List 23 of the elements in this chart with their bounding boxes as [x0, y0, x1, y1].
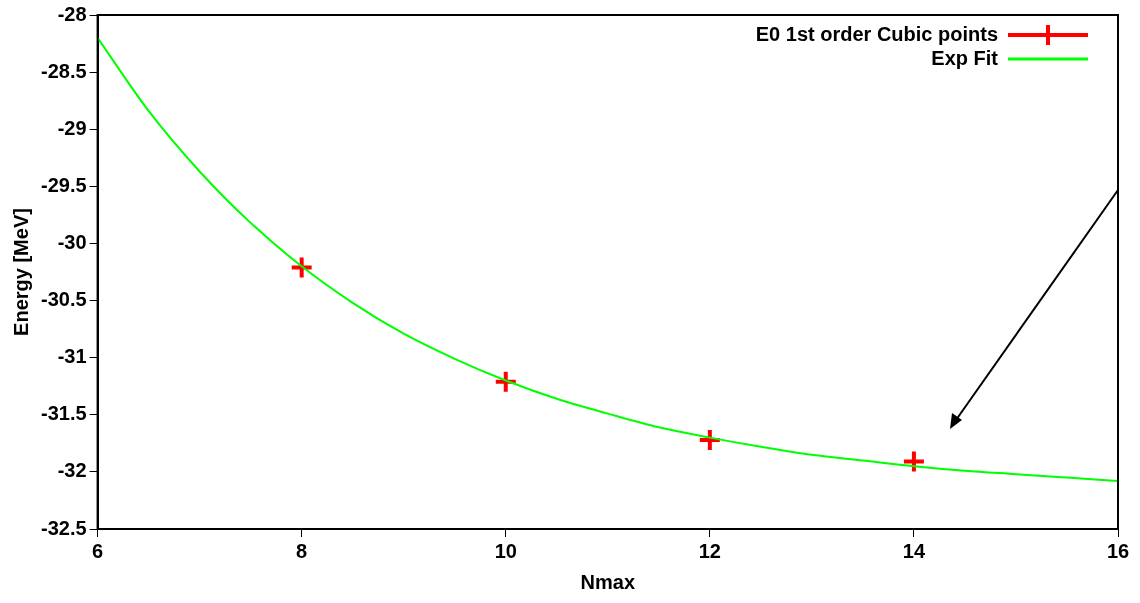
legend-label: Exp Fit	[931, 46, 999, 69]
legend-label: E0 1st order Cubic points	[755, 22, 998, 45]
y-tick-label: -30.5	[40, 288, 87, 311]
point	[493, 369, 518, 394]
y-tick-label: -30	[57, 230, 87, 253]
y-tick-label: -31.5	[40, 402, 87, 425]
y-tick-label: -28	[57, 2, 87, 25]
point	[289, 255, 314, 280]
y-tick-label: -32	[57, 459, 87, 482]
x-tick-label: 6	[92, 539, 104, 562]
x-tick-label: 8	[296, 539, 308, 562]
y-tick-label: -29.5	[40, 173, 87, 196]
y-tick-label: -32.5	[40, 516, 87, 539]
x-tick-label: 12	[698, 539, 721, 562]
x-tick-label: 10	[494, 539, 517, 562]
x-tick-label: 14	[902, 539, 926, 562]
x-tick-label: 16	[1106, 539, 1130, 562]
y-tick-label: -29	[57, 116, 87, 139]
y-axis-title: Energy [MeV]	[9, 208, 32, 336]
point	[901, 449, 926, 474]
y-tick-label: -31	[57, 345, 87, 368]
y-tick-label: -28.5	[40, 59, 87, 82]
x-axis-title: Nmax	[580, 570, 636, 593]
